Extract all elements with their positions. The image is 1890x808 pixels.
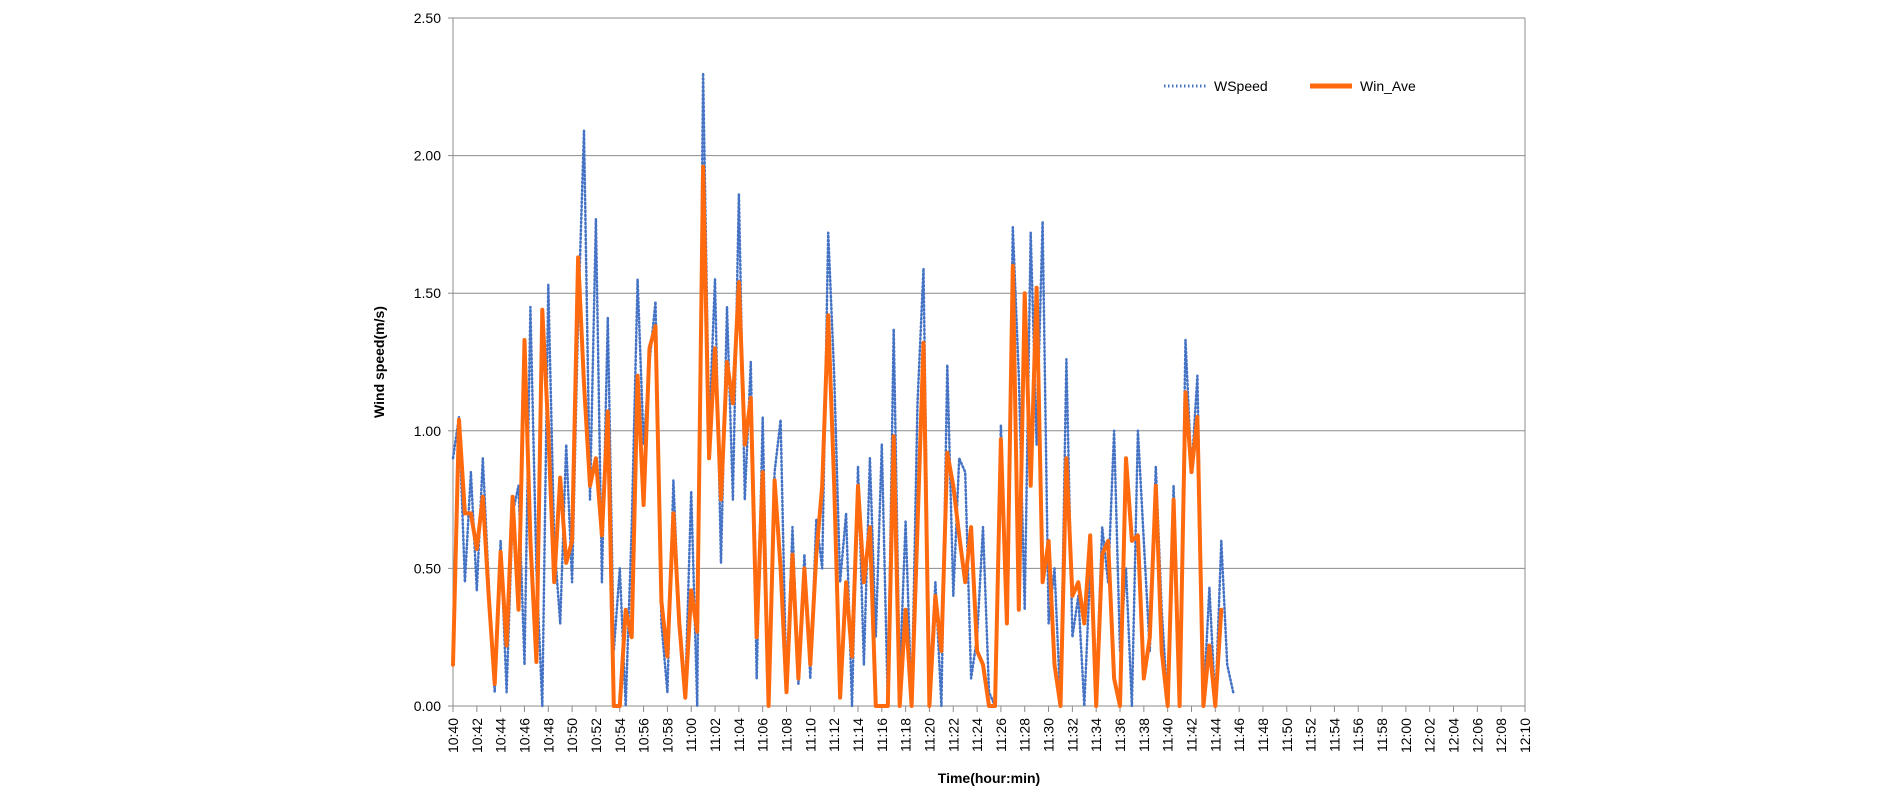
x-tick-label: 12:02 <box>1422 718 1438 753</box>
x-tick-label: 11:36 <box>1112 718 1128 752</box>
grid-layer <box>453 17 1525 569</box>
x-tick-label: 11:32 <box>1064 718 1080 752</box>
x-tick-label: 12:04 <box>1446 718 1462 753</box>
x-tick-label: 10:50 <box>564 718 580 753</box>
x-tick-label: 10:52 <box>588 718 604 753</box>
x-tick-label: 12:06 <box>1469 718 1485 753</box>
x-tick-label: 11:02 <box>707 718 723 752</box>
x-tick-label: 11:40 <box>1160 718 1176 752</box>
y-tick-label: 2.50 <box>414 10 441 26</box>
x-tick-label: 11:22 <box>945 718 961 752</box>
y-tick-label: 1.00 <box>414 423 441 439</box>
x-tick-label: 11:44 <box>1207 718 1223 752</box>
x-tick-label: 11:00 <box>683 718 699 752</box>
x-tick-label: 11:08 <box>779 718 795 752</box>
x-tick-label: 11:48 <box>1255 718 1271 752</box>
x-tick-label: 10:44 <box>493 718 509 753</box>
x-tick-label: 11:20 <box>921 718 937 752</box>
x-tick-label: 11:12 <box>826 718 842 752</box>
legend-label-wspeed: WSpeed <box>1214 78 1268 94</box>
x-tick-label: 11:46 <box>1231 718 1247 752</box>
x-tick-label: 11:50 <box>1279 718 1295 752</box>
x-tick-label: 10:54 <box>612 718 628 753</box>
x-tick-label: 11:54 <box>1326 718 1342 752</box>
x-tick-label: 11:30 <box>1041 718 1057 752</box>
x-tick-label: 11:58 <box>1374 718 1390 752</box>
series-line-wspeed <box>451 71 1235 708</box>
x-tick-label: 10:42 <box>469 718 485 753</box>
x-tick-label: 11:24 <box>969 718 985 752</box>
x-tick-label: 10:46 <box>516 718 532 753</box>
y-tick-label: 0.00 <box>414 698 441 714</box>
x-tick-label: 11:04 <box>731 718 747 752</box>
x-axis-title: Time(hour:min) <box>938 770 1040 786</box>
y-axis-title: Wind speed(m/s) <box>371 306 387 418</box>
x-tick-label: 11:28 <box>1017 718 1033 752</box>
x-tick-label: 11:10 <box>802 718 818 752</box>
x-tick-label: 11:18 <box>898 718 914 752</box>
axes-layer: 0.00 0.50 1.00 1.50 2.00 2.50 10:40 10:42 10:44 1… <box>414 10 1533 753</box>
series-layer <box>451 71 1235 708</box>
x-tick-label: 11:38 <box>1136 718 1152 752</box>
y-tick-label: 2.00 <box>414 148 441 164</box>
x-tick-label: 11:06 <box>755 718 771 752</box>
x-tick-label: 12:08 <box>1493 718 1509 753</box>
series-line-win-ave <box>451 164 1224 708</box>
y-tick-label: 1.50 <box>414 285 441 301</box>
x-tick-label: 12:00 <box>1398 718 1414 753</box>
x-tick-label: 10:48 <box>540 718 556 753</box>
x-tick-label: 10:58 <box>659 718 675 753</box>
x-tick-label: 11:56 <box>1350 718 1366 752</box>
x-tick-label: 10:40 <box>445 718 461 753</box>
legend-label-win-ave: Win_Ave <box>1360 78 1416 94</box>
x-tick-label: 11:26 <box>993 718 1009 752</box>
y-tick-label: 0.50 <box>414 560 441 576</box>
x-tick-label: 10:56 <box>636 718 652 753</box>
x-tick-label: 11:14 <box>850 718 866 752</box>
x-tick-label: 11:16 <box>874 718 890 752</box>
x-tick-label: 11:42 <box>1183 718 1199 752</box>
x-tick-label: 11:52 <box>1303 718 1319 752</box>
x-tick-label: 12:10 <box>1517 718 1533 753</box>
legend: WSpeed Win_Ave <box>1164 78 1416 94</box>
x-tick-label: 11:34 <box>1088 718 1104 752</box>
